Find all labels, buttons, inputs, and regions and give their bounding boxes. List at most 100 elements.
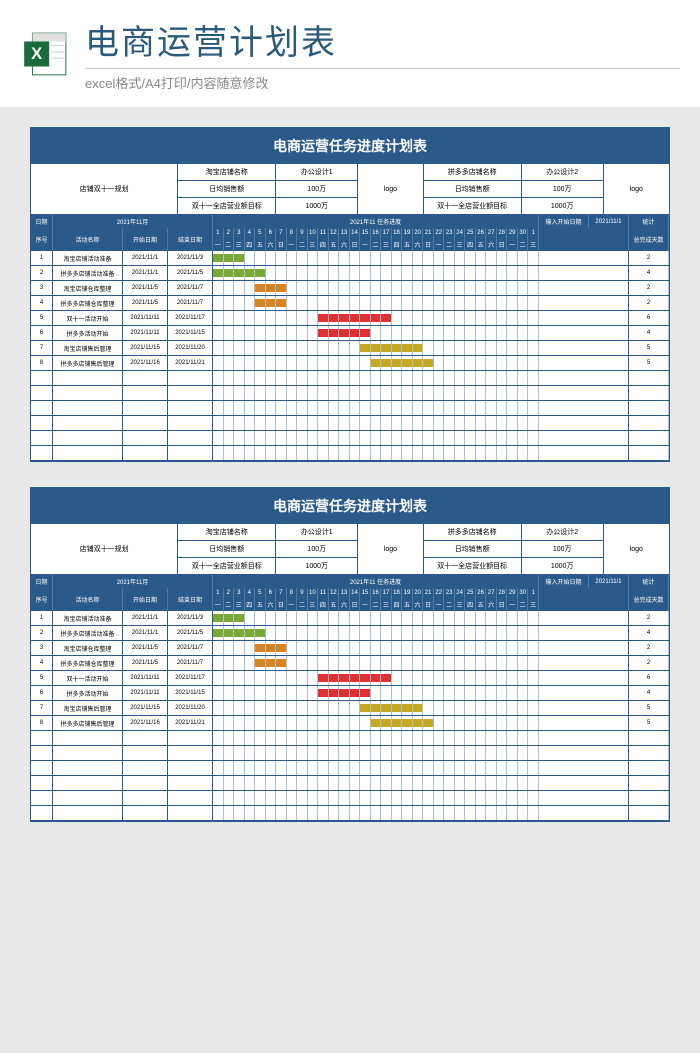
day-cell	[434, 686, 445, 700]
day-cell	[371, 341, 382, 355]
gantt-bar	[350, 314, 360, 322]
day-cell	[255, 296, 266, 310]
day-num: 30	[518, 588, 529, 598]
day-cell	[287, 251, 298, 265]
day-cell	[507, 326, 518, 340]
day-cell	[434, 356, 445, 370]
day-cell	[413, 341, 424, 355]
weekday: 五	[476, 598, 487, 611]
day-num: 28	[497, 588, 508, 598]
task-seq: 4	[31, 656, 53, 670]
daily-sales-label: 日均销售额	[178, 541, 275, 558]
task-seq: 8	[31, 356, 53, 370]
total-days-label: 总完成天数	[629, 588, 669, 611]
day-cell	[497, 716, 508, 730]
day-cell	[486, 701, 497, 715]
day-cell	[381, 671, 392, 685]
day-cell	[266, 356, 277, 370]
day-cell	[434, 626, 445, 640]
day-cell	[371, 356, 382, 370]
empty-row	[31, 776, 669, 791]
day-cell	[528, 611, 539, 625]
day-cell	[518, 656, 529, 670]
day-cell	[245, 296, 256, 310]
day-cell	[528, 641, 539, 655]
day-cell	[476, 326, 487, 340]
day-cell	[476, 341, 487, 355]
stats-label: 统计	[629, 575, 669, 588]
sub-title: excel格式/A4打印/内容随意修改	[85, 68, 680, 92]
day-num: 29	[507, 228, 518, 238]
task-days: 4	[629, 266, 669, 280]
day-cell	[255, 356, 266, 370]
day-cell	[360, 281, 371, 295]
day-cell	[392, 686, 403, 700]
day-cell	[318, 251, 329, 265]
day-cell	[224, 641, 235, 655]
gantt-bar	[413, 344, 423, 352]
day-cell	[371, 656, 382, 670]
task-end: 2021/11/20	[168, 701, 213, 715]
day-cell	[297, 656, 308, 670]
day-num: 18	[392, 588, 403, 598]
day-cell	[455, 266, 466, 280]
day-cell	[360, 671, 371, 685]
gantt-bar	[213, 269, 223, 277]
plan-label: 店铺双十一规划	[31, 524, 178, 574]
day-cell	[413, 611, 424, 625]
task-days: 5	[629, 341, 669, 355]
day-cell	[287, 656, 298, 670]
gantt-bar	[360, 674, 370, 682]
day-cell	[255, 266, 266, 280]
task-name: 拼多多店铺售后管理	[53, 716, 123, 730]
weekday: 三	[234, 598, 245, 611]
weekday: 五	[329, 238, 340, 251]
day-num: 24	[455, 588, 466, 598]
day-cell	[444, 626, 455, 640]
day-cell	[287, 641, 298, 655]
gantt-bar	[402, 359, 412, 367]
plan-label: 店铺双十一规划	[31, 164, 178, 214]
weekday: 一	[434, 598, 445, 611]
day-cell	[297, 641, 308, 655]
empty-row	[31, 746, 669, 761]
day-cell	[371, 611, 382, 625]
day-num: 19	[402, 228, 413, 238]
task-days: 5	[629, 701, 669, 715]
day-cell	[339, 671, 350, 685]
day-cell	[360, 296, 371, 310]
day-cell	[213, 341, 224, 355]
day-cell	[213, 626, 224, 640]
day-cell	[392, 656, 403, 670]
day-cell	[497, 356, 508, 370]
day-cell	[528, 251, 539, 265]
empty-row	[31, 806, 669, 821]
day-cell	[423, 356, 434, 370]
day-cell	[318, 626, 329, 640]
day-cell	[413, 326, 424, 340]
date-label: 日期	[31, 215, 53, 228]
gantt-bar	[381, 344, 391, 352]
weekday: 二	[444, 238, 455, 251]
task-seq: 7	[31, 701, 53, 715]
day-cell	[350, 326, 361, 340]
task-start: 2021/11/15	[123, 701, 168, 715]
day-cell	[329, 356, 340, 370]
logo-label: logo	[358, 524, 423, 574]
day-cell	[350, 296, 361, 310]
day-cell	[486, 326, 497, 340]
day-cell	[287, 281, 298, 295]
content-area: 电商运营任务进度计划表店铺双十一规划 淘宝店铺名称 日均销售额 双十一全店营业额…	[0, 107, 700, 842]
day-cell	[329, 251, 340, 265]
weekday: 一	[360, 598, 371, 611]
day-cell	[465, 701, 476, 715]
day-cell	[402, 626, 413, 640]
gantt-bar	[371, 674, 381, 682]
day-cell	[465, 641, 476, 655]
task-start: 2021/11/11	[123, 326, 168, 340]
task-start: 2021/11/5	[123, 656, 168, 670]
day-cell	[255, 656, 266, 670]
task-row: 1淘宝店铺活动准备2021/11/12021/11/32	[31, 251, 669, 266]
task-end: 2021/11/20	[168, 341, 213, 355]
day-cell	[371, 266, 382, 280]
